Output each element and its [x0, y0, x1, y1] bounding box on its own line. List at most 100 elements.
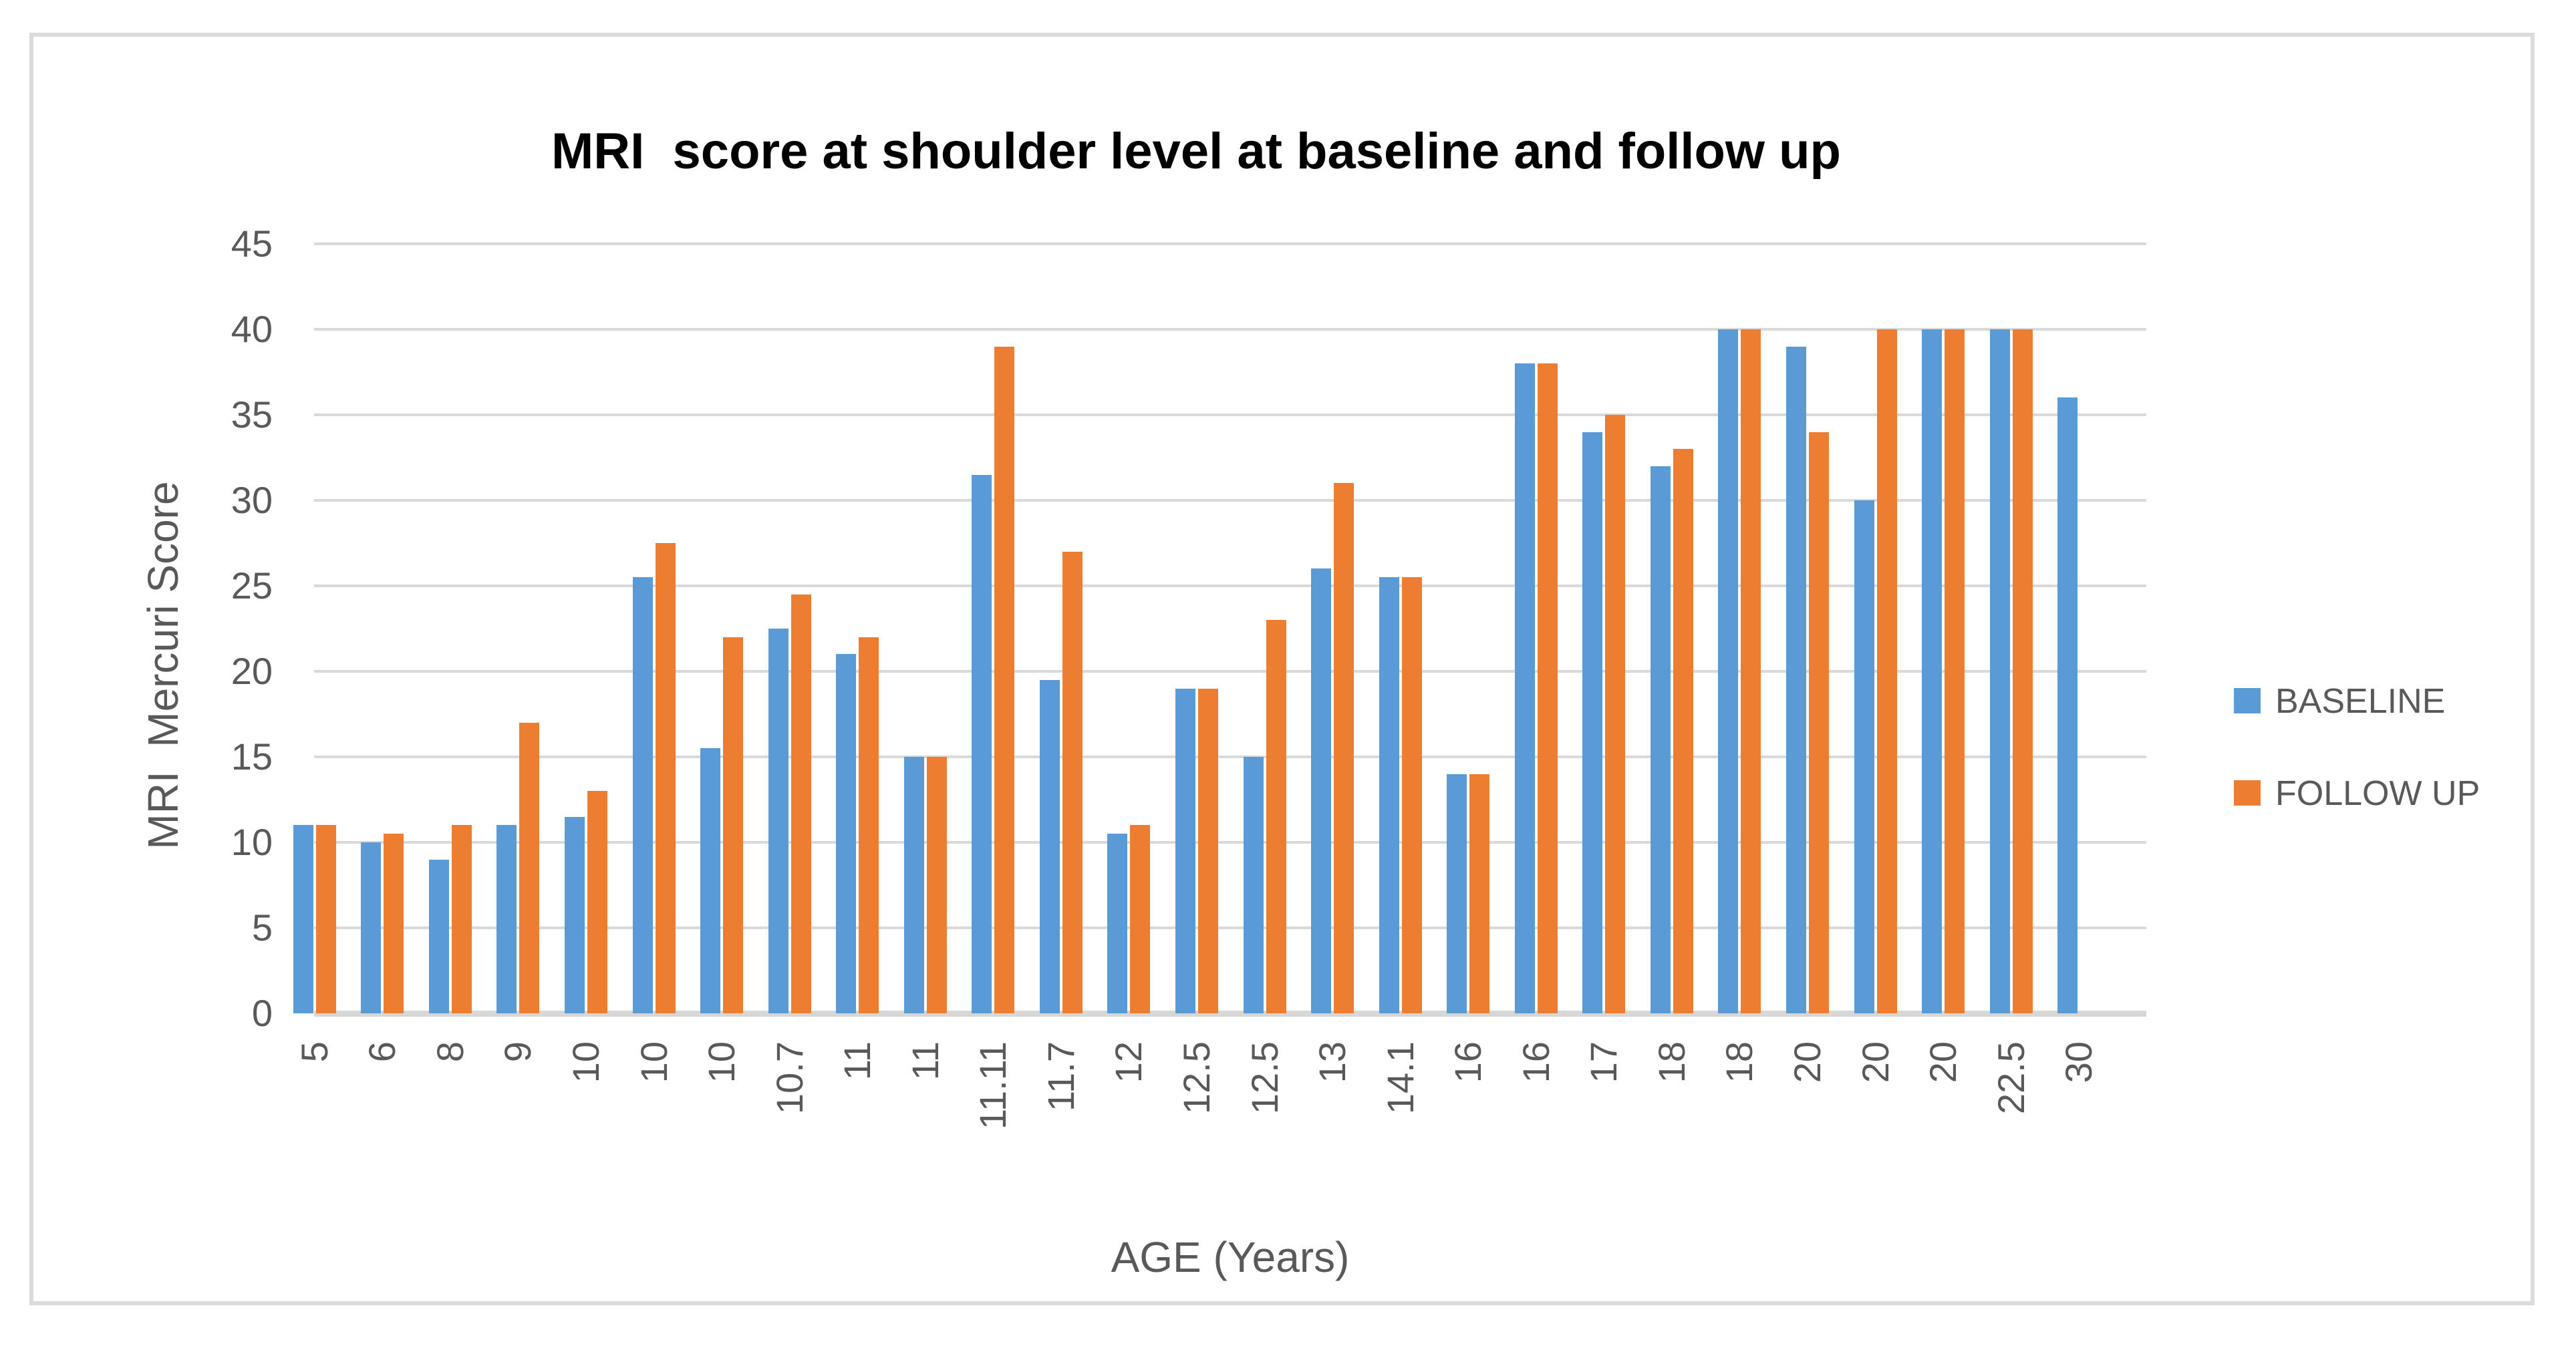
bar-baseline	[429, 860, 449, 1013]
x-category-label: 10	[565, 1041, 607, 1083]
y-tick-label: 10	[231, 821, 273, 863]
bar-follow-up	[519, 723, 539, 1013]
bar-baseline	[2057, 397, 2078, 1013]
y-tick-label: 30	[231, 479, 273, 521]
x-category-label: 17	[1582, 1041, 1624, 1083]
baseline-legend-swatch-icon	[2234, 688, 2261, 713]
bar-follow-up	[316, 825, 336, 1013]
bar-follow-up	[2013, 329, 2033, 1013]
x-category-label: 11.11	[972, 1041, 1014, 1130]
bar-baseline	[1922, 329, 1942, 1013]
bar-baseline	[1718, 329, 1738, 1013]
x-category-label: 11	[836, 1041, 878, 1081]
bar-baseline	[1447, 774, 1467, 1013]
bar-follow-up	[1198, 689, 1218, 1013]
bar-follow-up	[927, 757, 947, 1013]
y-tick-label: 15	[231, 735, 273, 778]
bar-follow-up	[1945, 329, 1965, 1013]
x-axis-title: AGE (Years)	[1111, 1233, 1350, 1281]
y-tick-label: 35	[231, 393, 273, 436]
chart-title: MRI score at shoulder level at baseline …	[551, 123, 1841, 180]
bar-baseline	[1244, 757, 1264, 1013]
bar-baseline	[1651, 466, 1671, 1013]
bar-follow-up	[1402, 577, 1422, 1013]
gridline	[314, 584, 2146, 587]
x-category-label: 5	[293, 1041, 335, 1063]
bar-follow-up	[1469, 774, 1489, 1013]
bar-follow-up	[656, 543, 676, 1013]
bar-baseline	[1311, 568, 1331, 1013]
gridline	[314, 670, 2146, 673]
bar-follow-up	[723, 637, 743, 1013]
bar-baseline	[1515, 363, 1535, 1013]
bar-baseline	[361, 842, 381, 1013]
bar-baseline	[1786, 347, 1806, 1013]
bar-follow-up	[1062, 552, 1083, 1013]
gridline	[314, 413, 2146, 416]
bar-baseline	[1854, 500, 1874, 1013]
bar-follow-up	[1130, 825, 1150, 1013]
legend-label: BASELINE	[2275, 682, 2446, 721]
gridline	[314, 499, 2146, 502]
bar-follow-up	[1673, 449, 1693, 1013]
x-category-label: 12.5	[1244, 1041, 1286, 1114]
bar-follow-up	[1809, 432, 1829, 1013]
bar-baseline	[1175, 689, 1195, 1013]
bar-follow-up	[1605, 415, 1625, 1013]
bar-follow-up	[791, 595, 811, 1013]
x-category-label: 20	[1786, 1041, 1828, 1083]
bar-follow-up	[587, 791, 607, 1013]
follow-up-legend-swatch-icon	[2234, 780, 2261, 806]
bar-follow-up	[384, 834, 404, 1013]
bar-baseline	[1990, 329, 2010, 1013]
x-category-label: 16	[1515, 1041, 1557, 1083]
bar-baseline	[768, 629, 789, 1013]
bar-follow-up	[1877, 329, 1897, 1013]
x-category-label: 10	[633, 1041, 675, 1083]
y-tick-label: 20	[231, 650, 273, 692]
bar-baseline	[1582, 432, 1602, 1013]
x-category-label: 16	[1447, 1041, 1489, 1083]
x-category-label: 14.1	[1379, 1041, 1421, 1114]
bar-baseline	[496, 825, 517, 1013]
x-category-label: 10	[700, 1041, 742, 1083]
gridline	[314, 328, 2146, 331]
bar-baseline	[565, 817, 585, 1013]
x-category-label: 18	[1651, 1041, 1693, 1083]
x-category-label: 30	[2057, 1041, 2100, 1083]
x-category-label: 11.7	[1040, 1041, 1082, 1112]
x-category-label: 12	[1107, 1041, 1149, 1083]
gridline	[314, 755, 2146, 758]
y-tick-label: 45	[231, 222, 273, 265]
bar-follow-up	[859, 637, 879, 1013]
x-category-label: 10.7	[768, 1041, 811, 1114]
gridline	[314, 927, 2146, 929]
y-tick-label: 25	[231, 564, 273, 607]
bar-follow-up	[452, 825, 472, 1013]
bar-baseline	[836, 654, 856, 1013]
gridline	[314, 242, 2146, 245]
x-category-label: 22.5	[1990, 1041, 2032, 1114]
bar-baseline	[1040, 680, 1060, 1013]
gridline	[314, 841, 2146, 844]
x-category-label: 13	[1311, 1041, 1353, 1083]
bar-baseline	[1379, 577, 1399, 1013]
x-category-label: 20	[1922, 1041, 1964, 1083]
bar-baseline	[293, 825, 313, 1013]
bar-follow-up	[1741, 329, 1761, 1013]
bar-follow-up	[994, 347, 1014, 1013]
x-category-label: 18	[1718, 1041, 1760, 1083]
x-category-label: 8	[429, 1041, 471, 1063]
bar-follow-up	[1266, 620, 1286, 1013]
y-tick-label: 5	[251, 906, 273, 949]
y-tick-label: 40	[231, 308, 273, 350]
bar-baseline	[972, 475, 992, 1013]
x-category-label: 6	[361, 1041, 403, 1063]
bar-baseline	[904, 757, 924, 1013]
x-category-label: 9	[496, 1041, 539, 1063]
bar-baseline	[1107, 834, 1127, 1013]
x-axis-line	[314, 1011, 2146, 1017]
legend-label: FOLLOW UP	[2275, 774, 2480, 813]
bar-baseline	[700, 748, 720, 1013]
